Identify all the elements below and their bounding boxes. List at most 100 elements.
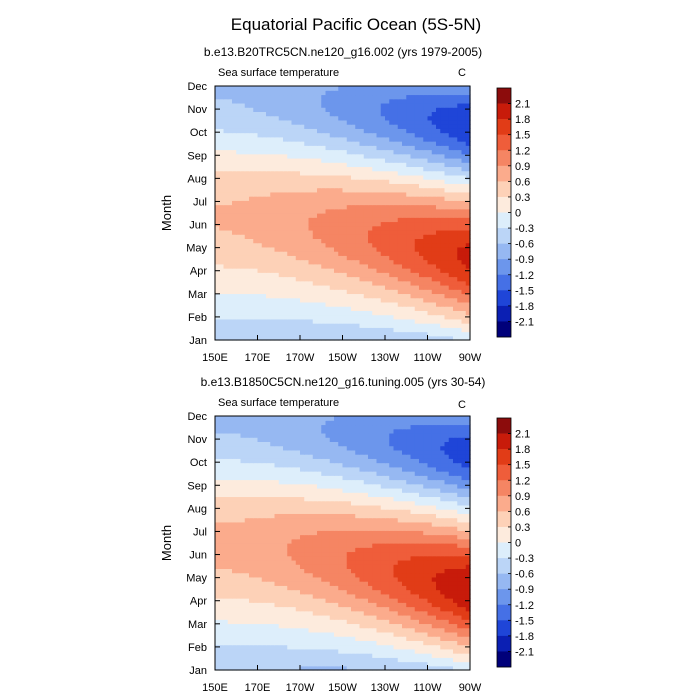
heatmap-cell (317, 606, 322, 612)
colorbar-swatch (497, 196, 511, 213)
heatmap-cell (393, 272, 399, 278)
heatmap-cell (427, 86, 433, 91)
heatmap-cell (427, 162, 433, 168)
heatmap-cell (283, 653, 288, 658)
heatmap-cell (287, 86, 293, 91)
heatmap-cell (236, 246, 242, 252)
heatmap-cell (376, 614, 382, 620)
heatmap-cell (376, 141, 382, 146)
heatmap-cell (236, 242, 242, 248)
heatmap-cell (423, 306, 429, 311)
heatmap-cell (389, 297, 395, 303)
heatmap-cell (393, 124, 399, 129)
heatmap-cell (317, 327, 322, 333)
heatmap-cell (448, 98, 454, 104)
heatmap-cell (219, 331, 225, 337)
heatmap-cell (261, 208, 267, 214)
heatmap-cell (444, 187, 450, 193)
heatmap-cell (410, 242, 416, 248)
heatmap-cell (346, 648, 352, 654)
heatmap-cell (359, 263, 365, 269)
heatmap-cell (291, 128, 297, 134)
heatmap-cell (227, 259, 233, 265)
heatmap-cell (338, 115, 344, 121)
heatmap-cell (380, 102, 386, 108)
heatmap-cell (431, 174, 437, 180)
heatmap-cell (257, 268, 263, 273)
heatmap-cell (227, 284, 233, 290)
heatmap-cell (334, 251, 339, 256)
heatmap-cell (448, 602, 454, 608)
heatmap-cell (270, 665, 276, 671)
heatmap-cell (317, 208, 322, 214)
heatmap-cell (440, 619, 446, 625)
heatmap-cell (380, 90, 386, 96)
heatmap-cell (283, 293, 288, 299)
heatmap-cell (389, 179, 395, 184)
heatmap-cell (376, 90, 382, 96)
heatmap-cell (351, 153, 356, 159)
heatmap-cell (295, 327, 301, 333)
heatmap-cell (461, 310, 467, 316)
heatmap-cell (338, 323, 344, 328)
heatmap-cell (325, 98, 331, 104)
heatmap-cell (351, 115, 356, 121)
heatmap-cell (453, 149, 458, 155)
heatmap-cell (436, 174, 441, 180)
heatmap-cell (380, 335, 386, 341)
heatmap-cell (419, 128, 424, 134)
heatmap-cell (312, 653, 318, 658)
heatmap-cell (223, 614, 229, 620)
heatmap-cell (410, 306, 416, 311)
heatmap-cell (304, 589, 310, 595)
heatmap-cell (355, 268, 361, 273)
heatmap-cell (457, 166, 463, 172)
heatmap-cell (397, 644, 403, 650)
heatmap-cell (266, 268, 271, 273)
heatmap-cell (410, 297, 416, 303)
heatmap-cell (291, 111, 297, 117)
heatmap-cell (338, 107, 344, 112)
y-tick-label: Apr (190, 266, 207, 278)
heatmap-cell (219, 614, 225, 620)
heatmap-cell (295, 276, 301, 282)
heatmap-cell (287, 251, 293, 256)
heatmap-cell (249, 179, 254, 184)
heatmap-cell (321, 98, 327, 104)
heatmap-cell (444, 640, 450, 646)
heatmap-cell (266, 614, 271, 620)
heatmap-cell (270, 293, 276, 299)
heatmap-cell (274, 640, 280, 646)
heatmap-cell (295, 272, 301, 278)
heatmap-cell (427, 644, 433, 650)
heatmap-cell (423, 213, 429, 218)
heatmap-cell (219, 280, 225, 286)
heatmap-cell (423, 255, 429, 261)
heatmap-cell (240, 661, 246, 667)
heatmap-cell (312, 153, 318, 159)
heatmap-cell (359, 619, 365, 625)
heatmap-cell (423, 221, 429, 227)
heatmap-cell (368, 179, 373, 184)
heatmap-cell (414, 196, 420, 201)
heatmap-cell (444, 606, 450, 612)
colorbar-label: 0.3 (515, 192, 530, 204)
heatmap-cell (300, 94, 305, 100)
heatmap-cell (295, 166, 301, 172)
heatmap-cell (291, 187, 297, 193)
heatmap-cell (300, 179, 305, 184)
heatmap-cell (261, 636, 267, 641)
heatmap-cell (465, 631, 471, 637)
heatmap-cell (304, 272, 310, 278)
heatmap-cell (448, 149, 454, 155)
heatmap-cell (329, 276, 335, 282)
heatmap-cell (423, 661, 429, 667)
heatmap-cell (270, 208, 276, 214)
heatmap-cell (312, 238, 318, 244)
heatmap-cell (325, 657, 331, 663)
heatmap-cell (236, 276, 242, 282)
heatmap-cell (351, 170, 356, 176)
heatmap-cell (338, 166, 344, 172)
heatmap-cell (402, 268, 407, 273)
heatmap-cell (431, 648, 437, 654)
